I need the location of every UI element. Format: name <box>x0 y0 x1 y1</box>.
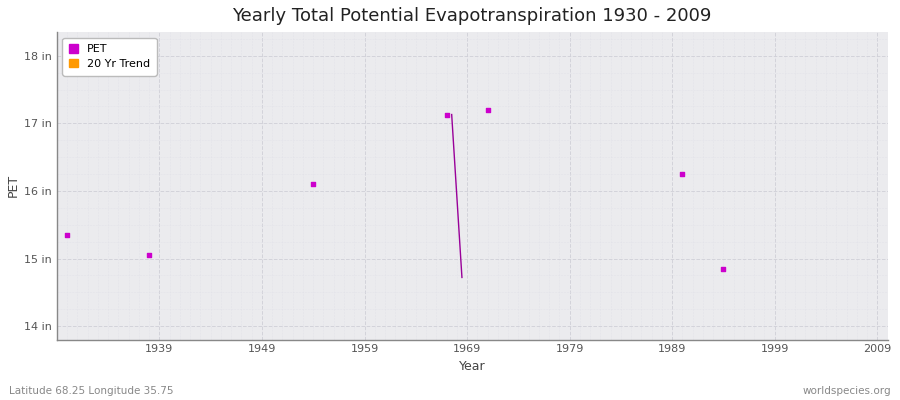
Point <box>60 232 75 238</box>
Point <box>142 252 157 258</box>
Point <box>306 181 320 187</box>
Legend: PET, 20 Yr Trend: PET, 20 Yr Trend <box>62 38 157 76</box>
Point <box>716 266 731 272</box>
Text: Latitude 68.25 Longitude 35.75: Latitude 68.25 Longitude 35.75 <box>9 386 174 396</box>
Point <box>675 171 689 177</box>
X-axis label: Year: Year <box>459 360 485 373</box>
Point <box>481 106 495 113</box>
Title: Yearly Total Potential Evapotranspiration 1930 - 2009: Yearly Total Potential Evapotranspiratio… <box>232 7 712 25</box>
Point <box>439 111 454 118</box>
Y-axis label: PET: PET <box>7 174 20 198</box>
Text: worldspecies.org: worldspecies.org <box>803 386 891 396</box>
